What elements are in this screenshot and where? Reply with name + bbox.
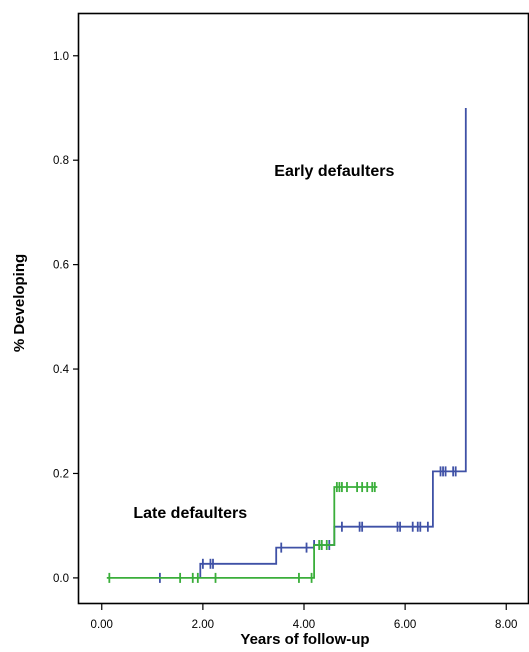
- series-1: [106, 482, 378, 583]
- x-axis-ticks: 0.00 2.00 4.00 6.00 8.00: [91, 604, 517, 631]
- y-tick-label: 0.4: [53, 364, 70, 376]
- series-layer: [106, 108, 467, 583]
- y-axis-ticks: 0.0 0.2 0.4 0.6 0.8 1.0: [53, 51, 79, 585]
- y-tick-label: 0.6: [53, 260, 69, 272]
- annotation-label: Early defaulters: [274, 163, 394, 180]
- y-tick-label: 0.8: [53, 155, 69, 167]
- annotation-layer: Early defaulters Late defaulters: [133, 163, 394, 522]
- x-tick-label: 0.00: [91, 619, 113, 631]
- x-tick-label: 2.00: [192, 619, 214, 631]
- y-axis-title: % Developing: [11, 254, 28, 352]
- y-tick-label: 0.2: [53, 468, 69, 480]
- x-axis-title: Years of follow-up: [240, 631, 369, 648]
- y-tick-label: 0.0: [53, 573, 69, 585]
- y-tick-label: 1.0: [53, 51, 69, 63]
- x-tick-label: 6.00: [394, 619, 416, 631]
- x-tick-label: 4.00: [293, 619, 315, 631]
- x-tick-label: 8.00: [495, 619, 517, 631]
- annotation-label: Late defaulters: [133, 505, 247, 522]
